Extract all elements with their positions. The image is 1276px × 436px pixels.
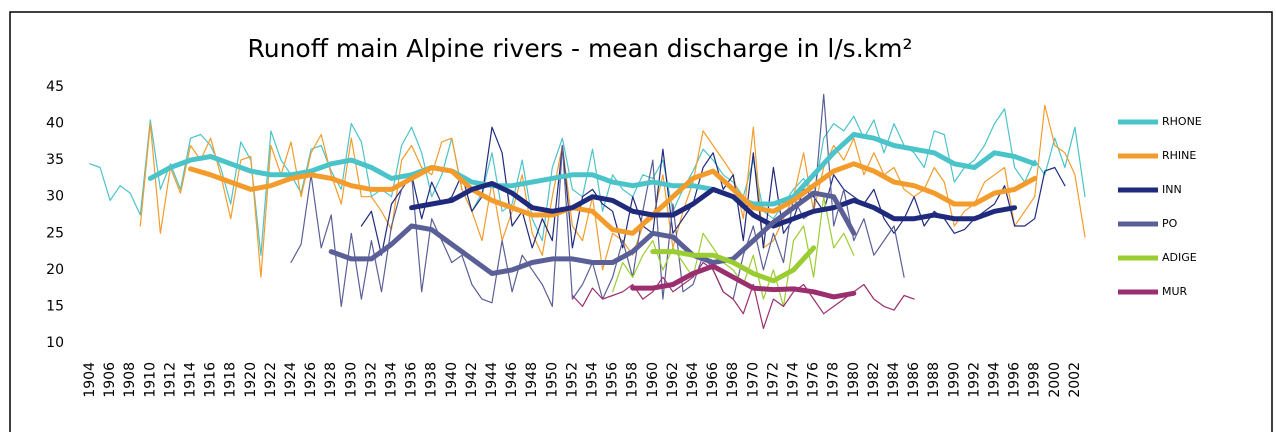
x-tick-label: 1936 [404, 362, 420, 398]
chart-title: Runoff main Alpine rivers - mean dischar… [247, 34, 912, 63]
x-tick-label: 1912 [162, 362, 178, 398]
x-tick-label: 1988 [926, 362, 942, 398]
x-tick-label: 1970 [745, 362, 761, 398]
x-tick-label: 1980 [846, 362, 862, 398]
x-tick-label: 1972 [765, 362, 781, 398]
legend-label: ADIGE [1162, 251, 1197, 264]
x-tick-label: 1930 [343, 362, 359, 398]
x-tick-label: 1938 [424, 362, 440, 398]
x-tick-label: 1934 [384, 362, 400, 398]
trend-line [147, 132, 1038, 207]
legend-label: MUR [1162, 285, 1188, 298]
y-tick-label: 10 [46, 335, 64, 351]
trend-line [409, 181, 1018, 229]
x-tick-label: 1950 [544, 362, 560, 398]
x-tick-label: 1948 [524, 362, 540, 398]
x-tick-label: 1942 [464, 362, 480, 398]
legend-label: PO [1162, 217, 1178, 230]
x-tick-label: 1956 [605, 362, 621, 398]
legend-label: RHINE [1162, 149, 1196, 162]
x-tick-label: 1906 [102, 362, 118, 398]
annual-line [612, 196, 855, 307]
x-tick-label: 1986 [906, 362, 922, 398]
x-tick-label: 2000 [1047, 362, 1063, 398]
chart-frame [9, 11, 1273, 436]
y-tick-label: 40 [46, 116, 64, 132]
x-tick-label: 2002 [1067, 362, 1083, 398]
x-tick-label: 1962 [665, 362, 681, 398]
x-tick-label: 1978 [826, 362, 842, 398]
x-tick-label: 1940 [444, 362, 460, 398]
x-tick-label: 1952 [564, 362, 580, 398]
x-tick-label: 1920 [243, 362, 259, 398]
x-tick-label: 1946 [504, 362, 520, 398]
x-tick-label: 1918 [223, 362, 239, 398]
x-tick-label: 1974 [786, 362, 802, 398]
x-tick-label: 1914 [183, 362, 199, 398]
x-tick-label: 1928 [323, 362, 339, 398]
x-tick-label: 1924 [283, 362, 299, 398]
y-tick-label: 20 [46, 262, 64, 278]
y-tick-label: 35 [46, 152, 64, 168]
x-tick-label: 1982 [866, 362, 882, 398]
x-tick-label: 1998 [1027, 362, 1043, 398]
x-tick-label: 1968 [725, 362, 741, 398]
legend-label: INN [1162, 183, 1182, 196]
x-tick-label: 1910 [142, 362, 158, 398]
x-tick-label: 1904 [82, 362, 98, 398]
trend-line [188, 161, 1038, 236]
x-tick-label: 1992 [966, 362, 982, 398]
x-tick-label: 1984 [886, 362, 902, 398]
y-tick-label: 25 [46, 225, 64, 241]
x-tick-label: 1958 [625, 362, 641, 398]
legend-label: RHONE [1162, 115, 1202, 128]
x-tick-label: 1916 [203, 362, 219, 398]
y-tick-label: 45 [46, 79, 64, 95]
x-tick-label: 1944 [484, 362, 500, 398]
x-tick-label: 1976 [806, 362, 822, 398]
annual-line [571, 261, 915, 329]
y-tick-label: 15 [46, 298, 64, 314]
x-tick-label: 1932 [363, 362, 379, 398]
x-tick-label: 1964 [685, 362, 701, 398]
annual-line [360, 126, 1066, 256]
x-tick-label: 1990 [946, 362, 962, 398]
x-tick-label: 1960 [645, 362, 661, 398]
annual-line [89, 108, 1086, 256]
trend-line [328, 190, 857, 276]
trend-line [650, 245, 817, 284]
trend-line [630, 263, 857, 300]
annual-line [139, 104, 1086, 278]
x-tick-label: 1954 [585, 362, 601, 398]
x-tick-label: 1966 [705, 362, 721, 398]
x-tick-label: 1926 [303, 362, 319, 398]
x-tick-label: 1994 [987, 362, 1003, 398]
x-tick-label: 1922 [263, 362, 279, 398]
x-tick-label: 1908 [122, 362, 138, 398]
y-tick-label: 30 [46, 189, 64, 205]
x-tick-label: 1996 [1007, 362, 1023, 398]
